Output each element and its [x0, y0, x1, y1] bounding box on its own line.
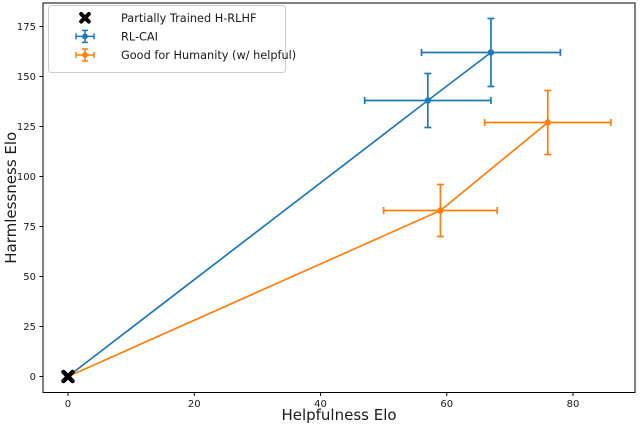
- x-tick-label: 40: [314, 399, 327, 410]
- x-tick-label: 60: [440, 399, 453, 410]
- data-point-marker: [437, 207, 444, 214]
- x-tick-label: 20: [188, 399, 201, 410]
- x-tick-label: 0: [65, 399, 71, 410]
- legend-label: Partially Trained H-RLHF: [121, 12, 256, 25]
- legend-x-marker: [79, 12, 91, 24]
- legend-marker-dot: [82, 33, 88, 40]
- data-point-marker: [424, 97, 432, 104]
- x-marker-stroke: [61, 369, 75, 384]
- data-point-marker: [544, 119, 551, 126]
- y-tick-label: 75: [23, 222, 36, 233]
- y-tick-label: 150: [17, 72, 36, 83]
- legend-errorbar-marker: [75, 29, 95, 44]
- y-tick-label: 0: [30, 372, 36, 383]
- y-tick-label: 100: [17, 172, 36, 183]
- y-tick-label: 50: [23, 272, 36, 283]
- plot-border: [42, 2, 636, 393]
- y-tick-label: 175: [17, 22, 36, 33]
- x-marker-stroke: [79, 12, 91, 24]
- y-tick-label: 25: [23, 322, 36, 333]
- legend-errorbar-marker: [75, 48, 95, 62]
- data-point-marker: [487, 49, 495, 56]
- y-tick-label: 125: [17, 122, 36, 133]
- series-line: [67, 121, 549, 378]
- legend-marker-dot: [82, 52, 88, 58]
- legend-label: RL-CAI: [121, 30, 158, 43]
- data-point-x-marker: [61, 369, 75, 384]
- legend-label: Good for Humanity (w/ helpful): [121, 49, 296, 62]
- x-axis-label: Helpfulness Elo: [281, 406, 396, 424]
- x-tick-label: 80: [567, 399, 580, 410]
- y-axis-label: Harmlessness Elo: [2, 132, 20, 264]
- legend-box: [48, 5, 286, 73]
